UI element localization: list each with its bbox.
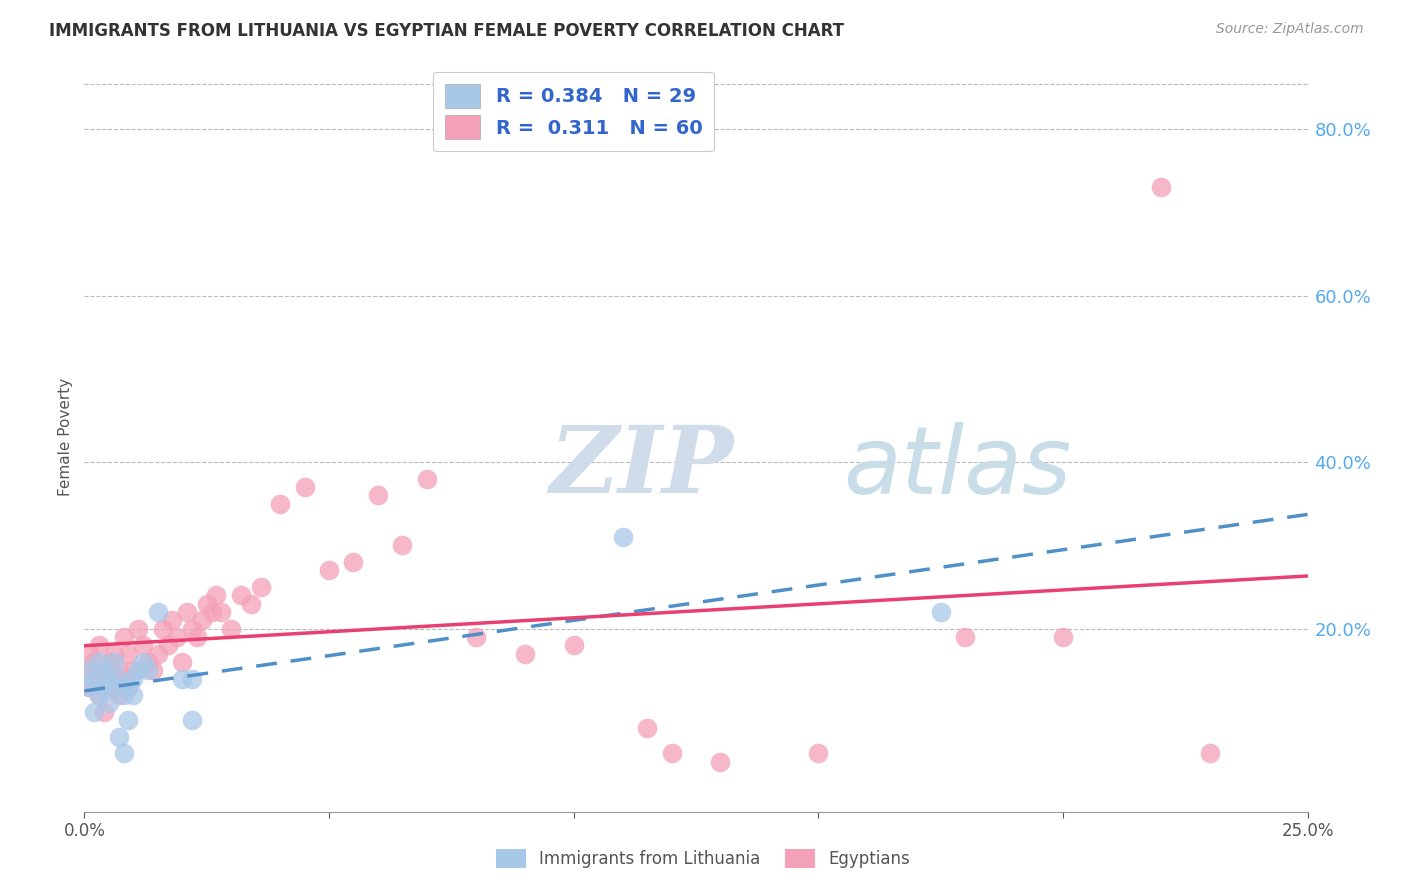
- Point: [97, 697, 120, 711]
- Point: [636, 722, 658, 736]
- Point: [117, 713, 139, 727]
- Point: [97, 672, 120, 686]
- Legend: R = 0.384   N = 29, R =  0.311   N = 60: R = 0.384 N = 29, R = 0.311 N = 60: [433, 72, 714, 151]
- Point: [294, 480, 316, 494]
- Point: [83, 705, 105, 719]
- Point: [367, 488, 389, 502]
- Point: [709, 755, 731, 769]
- Point: [97, 672, 120, 686]
- Point: [112, 630, 135, 644]
- Point: [112, 688, 135, 702]
- Point: [117, 647, 139, 661]
- Point: [122, 663, 145, 677]
- Point: [77, 647, 100, 661]
- Point: [103, 655, 125, 669]
- Point: [205, 588, 228, 602]
- Point: [87, 655, 110, 669]
- Point: [181, 672, 204, 686]
- Point: [83, 655, 105, 669]
- Point: [219, 622, 242, 636]
- Point: [929, 605, 952, 619]
- Point: [181, 713, 204, 727]
- Point: [239, 597, 262, 611]
- Point: [391, 538, 413, 552]
- Point: [146, 647, 169, 661]
- Text: atlas: atlas: [842, 422, 1071, 513]
- Point: [132, 655, 155, 669]
- Point: [97, 655, 120, 669]
- Legend: Immigrants from Lithuania, Egyptians: Immigrants from Lithuania, Egyptians: [489, 843, 917, 875]
- Point: [156, 638, 179, 652]
- Point: [77, 663, 100, 677]
- Point: [318, 563, 340, 577]
- Point: [87, 638, 110, 652]
- Point: [103, 680, 125, 694]
- Point: [191, 613, 214, 627]
- Point: [103, 680, 125, 694]
- Point: [112, 672, 135, 686]
- Point: [117, 680, 139, 694]
- Point: [93, 705, 115, 719]
- Point: [93, 680, 115, 694]
- Point: [269, 497, 291, 511]
- Text: Source: ZipAtlas.com: Source: ZipAtlas.com: [1216, 22, 1364, 37]
- Point: [83, 672, 105, 686]
- Point: [93, 663, 115, 677]
- Point: [249, 580, 271, 594]
- Point: [176, 605, 198, 619]
- Point: [186, 630, 208, 644]
- Point: [103, 647, 125, 661]
- Point: [107, 663, 129, 677]
- Point: [1150, 180, 1173, 194]
- Point: [612, 530, 634, 544]
- Point: [195, 597, 218, 611]
- Point: [117, 680, 139, 694]
- Point: [136, 663, 159, 677]
- Point: [416, 472, 439, 486]
- Text: ZIP: ZIP: [550, 422, 734, 512]
- Point: [107, 672, 129, 686]
- Point: [181, 622, 204, 636]
- Point: [93, 663, 115, 677]
- Point: [152, 622, 174, 636]
- Point: [1198, 747, 1220, 761]
- Point: [107, 688, 129, 702]
- Point: [562, 638, 585, 652]
- Point: [229, 588, 252, 602]
- Point: [166, 630, 188, 644]
- Point: [1052, 630, 1074, 644]
- Point: [107, 730, 129, 744]
- Point: [77, 680, 100, 694]
- Point: [77, 680, 100, 694]
- Point: [807, 747, 830, 761]
- Point: [172, 655, 194, 669]
- Point: [127, 663, 149, 677]
- Point: [200, 605, 222, 619]
- Point: [122, 688, 145, 702]
- Point: [87, 688, 110, 702]
- Point: [132, 638, 155, 652]
- Point: [136, 655, 159, 669]
- Point: [661, 747, 683, 761]
- Point: [127, 622, 149, 636]
- Point: [83, 672, 105, 686]
- Text: IMMIGRANTS FROM LITHUANIA VS EGYPTIAN FEMALE POVERTY CORRELATION CHART: IMMIGRANTS FROM LITHUANIA VS EGYPTIAN FE…: [49, 22, 844, 40]
- Point: [172, 672, 194, 686]
- Point: [77, 663, 100, 677]
- Point: [162, 613, 184, 627]
- Point: [953, 630, 976, 644]
- Point: [146, 605, 169, 619]
- Y-axis label: Female Poverty: Female Poverty: [58, 378, 73, 496]
- Point: [112, 747, 135, 761]
- Point: [122, 672, 145, 686]
- Point: [513, 647, 536, 661]
- Point: [142, 663, 165, 677]
- Point: [209, 605, 232, 619]
- Point: [342, 555, 364, 569]
- Point: [87, 688, 110, 702]
- Point: [464, 630, 486, 644]
